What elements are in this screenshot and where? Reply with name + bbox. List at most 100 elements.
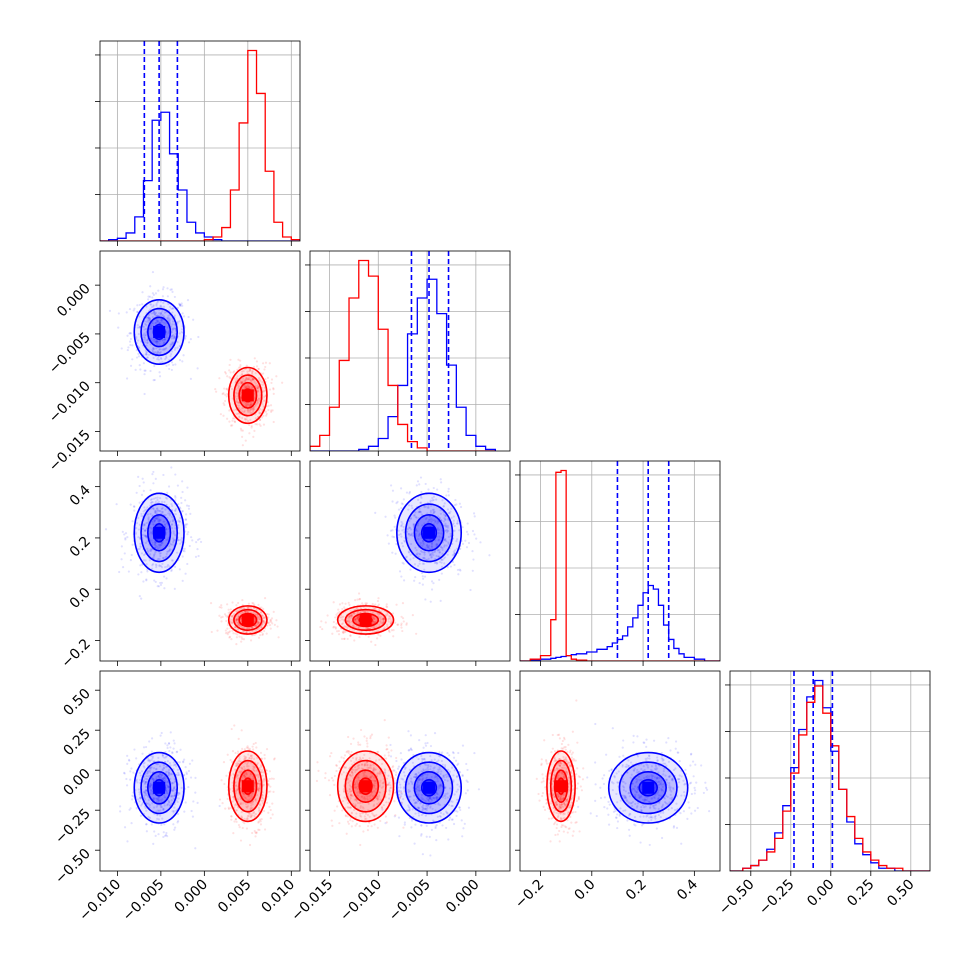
sample-point	[248, 423, 251, 427]
sample-point	[137, 339, 140, 342]
sample-point	[356, 611, 359, 615]
sample-point	[145, 536, 148, 539]
sample-point	[435, 544, 438, 547]
sample-point	[240, 636, 243, 639]
sample-point	[163, 338, 167, 341]
sample-point	[265, 412, 268, 416]
sample-point	[144, 338, 147, 341]
sample-point	[138, 303, 141, 307]
sample-point	[225, 388, 228, 391]
sample-point	[156, 585, 159, 588]
sample-point	[241, 381, 244, 384]
sample-point	[229, 358, 232, 361]
sample-point	[235, 820, 238, 823]
sample-point	[166, 538, 169, 541]
sample-point	[410, 532, 414, 535]
sample-point	[426, 546, 429, 549]
sample-point	[129, 770, 132, 773]
sample-point	[148, 317, 151, 320]
sample-point	[172, 334, 175, 337]
sample-point	[155, 517, 158, 520]
sample-point	[237, 358, 240, 361]
sample-point	[335, 622, 338, 625]
sample-point	[415, 632, 418, 635]
joint-panel-2-1	[305, 460, 511, 666]
x-tick-label: 0.005	[215, 877, 255, 917]
sample-point	[159, 356, 163, 359]
sample-point	[407, 532, 410, 536]
sample-point	[456, 519, 459, 523]
sample-point	[419, 476, 423, 479]
sample-point	[447, 838, 450, 841]
density-peak	[153, 526, 166, 539]
sample-point	[416, 498, 420, 502]
sample-point	[153, 351, 156, 354]
sample-point	[149, 308, 152, 311]
sample-point	[247, 602, 251, 605]
y-tick-label: 0.4	[67, 482, 94, 509]
sample-point	[420, 513, 424, 516]
sample-point	[453, 529, 456, 532]
sample-point	[411, 506, 414, 510]
sample-point	[133, 748, 136, 751]
sample-point	[130, 767, 133, 770]
sample-point	[180, 501, 183, 505]
sample-point	[218, 606, 221, 609]
sample-point	[166, 295, 169, 298]
sample-point	[400, 622, 403, 625]
sample-point	[133, 505, 136, 508]
sample-point	[186, 533, 189, 536]
sample-point	[183, 810, 186, 813]
sample-point	[127, 758, 131, 761]
sample-point	[398, 570, 402, 573]
sample-point	[178, 320, 181, 323]
sample-point	[432, 512, 435, 515]
sample-point	[428, 548, 431, 551]
sample-point	[400, 535, 403, 538]
sample-point	[333, 625, 336, 628]
sample-point	[161, 288, 165, 291]
sample-point	[373, 621, 376, 624]
sample-point	[253, 380, 256, 384]
sample-point	[173, 337, 176, 340]
sample-point	[272, 420, 275, 424]
sample-point	[141, 563, 144, 566]
sample-point	[229, 618, 232, 621]
sample-point	[172, 337, 175, 340]
sample-point	[228, 409, 231, 412]
sample-point	[164, 833, 168, 837]
sample-point	[228, 420, 231, 423]
sample-point	[138, 547, 141, 551]
sample-point	[142, 559, 146, 562]
sample-point	[146, 551, 149, 554]
sample-point	[264, 365, 267, 369]
sample-point	[346, 637, 349, 641]
sample-point	[422, 541, 425, 544]
sample-point	[263, 757, 266, 760]
sample-point	[224, 614, 228, 617]
sample-point	[167, 314, 170, 317]
sample-point	[251, 386, 254, 389]
sample-point	[409, 516, 413, 520]
sample-point	[165, 538, 168, 542]
sample-point	[407, 551, 411, 554]
sample-point	[263, 828, 267, 831]
y-tick-label: 0.2	[67, 533, 94, 560]
sample-point	[247, 377, 250, 380]
sample-point	[141, 303, 144, 306]
sample-point	[165, 356, 168, 359]
sample-point	[421, 562, 424, 565]
sample-point	[108, 309, 112, 312]
sample-point	[422, 577, 425, 580]
sample-point	[357, 622, 361, 625]
sample-point	[391, 500, 394, 503]
sample-point	[337, 629, 340, 633]
sample-point	[174, 534, 177, 537]
sample-point	[423, 557, 426, 560]
sample-point	[251, 370, 254, 373]
sample-point	[149, 327, 152, 330]
density-peak	[423, 526, 436, 539]
sample-point	[243, 379, 247, 382]
sample-point	[272, 387, 275, 390]
sample-point	[246, 403, 250, 406]
